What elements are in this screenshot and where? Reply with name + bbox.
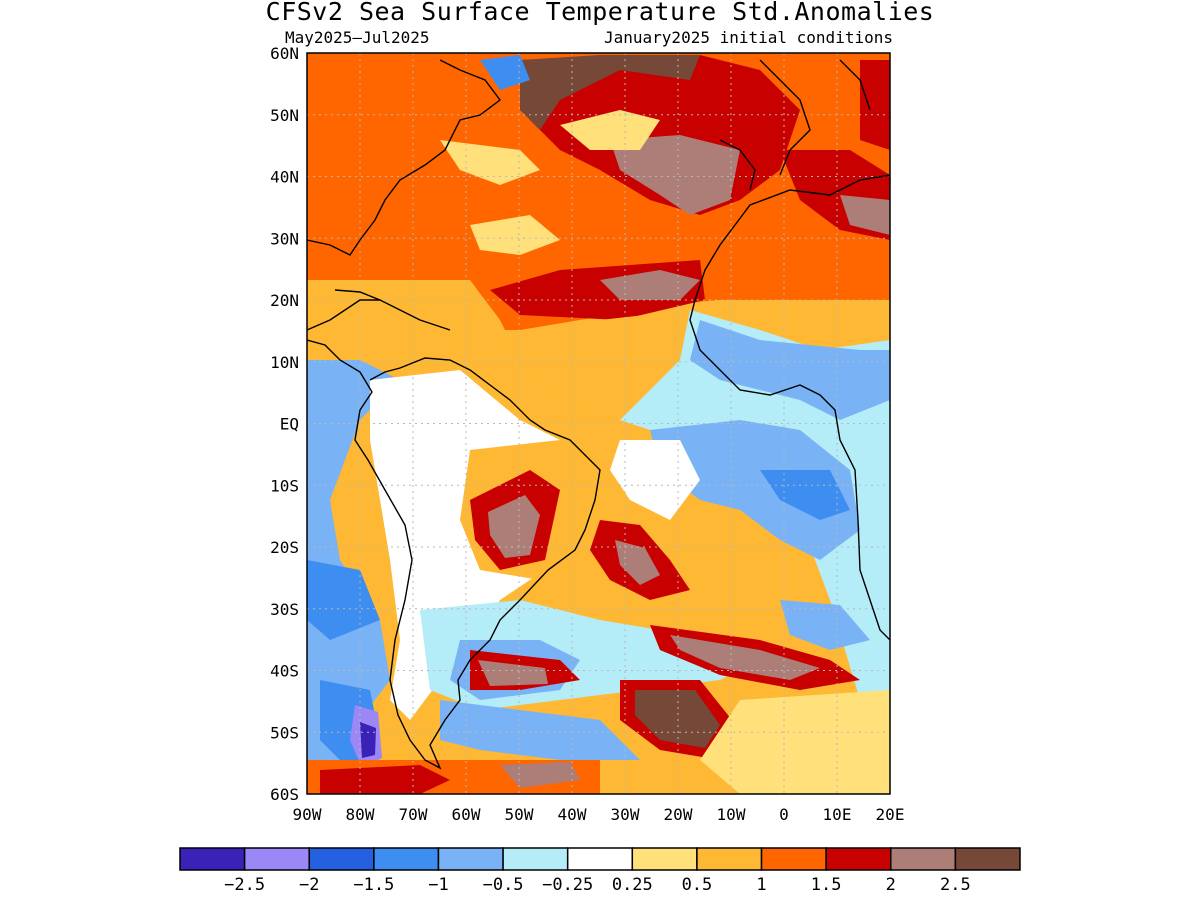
field-brazil-brown [488, 495, 540, 558]
northwest-africa-coast [694, 174, 890, 301]
latitude-label: 10N [270, 353, 299, 372]
latitude-label: 30N [270, 229, 299, 248]
longitude-label: 20E [876, 805, 905, 824]
field-southern-ocean-red [320, 765, 450, 794]
latitude-labels: 60N 50N 40N 30N 20N 10N EQ 10S 20S 30S 40S 50S 60S [270, 44, 299, 804]
field-guinea-blue [690, 320, 890, 420]
latitude-label: 20N [270, 291, 299, 310]
field-azores-brown [610, 135, 740, 215]
colorbar-label: 0.25 [612, 875, 653, 895]
colorbar-swatch [373, 847, 440, 871]
colorbar-label: −0.25 [542, 875, 593, 895]
longitude-label: 50W [505, 805, 534, 824]
cuba-coast [334, 289, 381, 301]
north-america-coast [307, 59, 501, 256]
map-title: CFSv2 Sea Surface Temperature Std.Anomal… [265, 0, 935, 26]
colorbar-swatch [890, 847, 957, 871]
field-subtropical-brown [600, 270, 700, 300]
latitude-label: 60S [270, 785, 299, 804]
colorbar-label: −0.5 [483, 875, 524, 895]
field-southatl-brown [615, 540, 660, 585]
longitude-label: 60W [452, 805, 481, 824]
latitude-label: 30S [270, 600, 299, 619]
latitude-label: 60N [270, 44, 299, 63]
latitude-label: EQ [280, 415, 299, 434]
latitude-label: 20S [270, 538, 299, 557]
colorbar-label: −2 [299, 875, 319, 895]
field-subtropic-yellow [470, 215, 560, 255]
colorbar-swatch [308, 847, 375, 871]
colorbar-swatch [179, 847, 246, 871]
longitude-label: 40W [558, 805, 587, 824]
colorbar-swatch [631, 847, 698, 871]
map-frame [306, 52, 891, 795]
map-panel [306, 52, 891, 795]
colorbar-swatch [760, 847, 827, 871]
latitude-label: 40S [270, 662, 299, 681]
longitude-label: 10W [717, 805, 746, 824]
forecast-period: May2025–Jul2025 [285, 28, 430, 47]
colorbar-swatch [243, 847, 310, 871]
south-america-coast [307, 339, 601, 770]
coastlines [307, 59, 890, 770]
longitude-label: 0 [779, 805, 789, 824]
field-falklands-brown [478, 660, 548, 686]
initial-conditions: January2025 initial conditions [604, 28, 893, 47]
africa-west-coast [689, 299, 890, 641]
colorbar-legend: −2.5 −2 −1.5 −1 −0.5 −0.25 0.25 0.5 1 1.5 2 2.5 [179, 847, 1021, 895]
colorbar-swatch [954, 847, 1021, 871]
longitude-label: 20W [664, 805, 693, 824]
longitude-label: 80W [346, 805, 375, 824]
field-southatl-band-brown [670, 635, 820, 680]
graticule [307, 53, 890, 794]
colorbar-label: 1.5 [811, 875, 842, 895]
colorbar-label: 2.5 [940, 875, 971, 895]
field-north-darkbrown [520, 55, 700, 130]
europe-coast [759, 59, 811, 176]
field-southern-ocean-brown [500, 762, 580, 788]
longitude-label: 10E [823, 805, 852, 824]
colorbar-swatch [566, 847, 634, 871]
colorbar-swatch [696, 847, 763, 871]
field-med-brown [840, 195, 890, 235]
latitude-label: 50S [270, 723, 299, 742]
field-northsea-red [860, 60, 890, 150]
colorbar-label: 1 [756, 875, 766, 895]
colorbar-label: −1 [428, 875, 448, 895]
field-gulfstream-yellow [440, 140, 540, 185]
colorbar-swatch [437, 847, 504, 871]
colorbar-label: −1.5 [353, 875, 394, 895]
longitude-label: 90W [293, 805, 322, 824]
anomaly-fields [307, 53, 890, 794]
field-pacific-darkblue [307, 560, 380, 640]
iberia-coast [719, 139, 756, 191]
longitude-label: 30W [611, 805, 640, 824]
latitude-label: 40N [270, 168, 299, 187]
field-midatlantic-yellow [560, 110, 660, 150]
field-angola-darkblue [760, 470, 850, 520]
colorbar-label: 0.5 [682, 875, 713, 895]
field-capebasin-blue [780, 600, 870, 650]
colorbar-label: −2.5 [224, 875, 265, 895]
field-labrador-blue [480, 55, 530, 90]
colorbar-label: 2 [886, 875, 896, 895]
field-caribbean-tropical [307, 280, 700, 420]
longitude-label: 70W [399, 805, 428, 824]
colorbar-swatch [825, 847, 892, 871]
field-patagonia-indigo [360, 722, 376, 758]
latitude-label: 50N [270, 106, 299, 125]
field-south-tropical-white [610, 440, 700, 520]
field-drake-blue [440, 700, 640, 760]
field-southeast-yellow [700, 690, 890, 794]
latitude-label: 10S [270, 476, 299, 495]
scandinavia-coast [839, 59, 871, 111]
field-angola-blue [650, 420, 860, 560]
longitude-labels: 90W 80W 70W 60W 50W 40W 30W 20W 10W 0 10E 20E [293, 805, 905, 824]
colorbar-swatch [502, 847, 569, 871]
